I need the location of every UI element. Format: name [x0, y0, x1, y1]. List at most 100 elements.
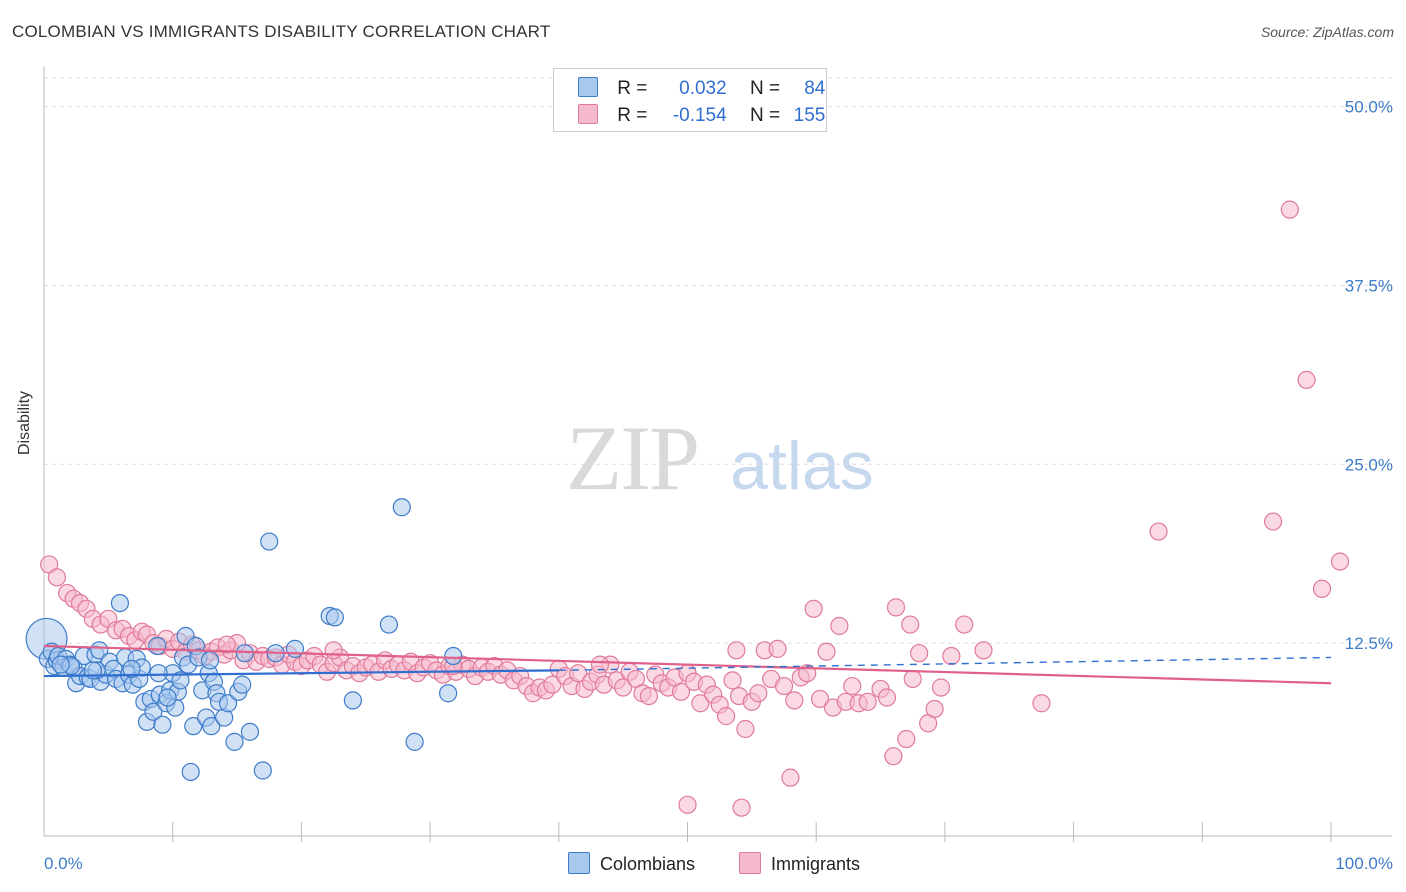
colombian-point: [200, 651, 220, 670]
immigrant-point: [1330, 552, 1350, 571]
x-tick-label: 100.0%: [1335, 854, 1393, 873]
gridlines: [44, 77, 1392, 644]
immigrant-point: [678, 795, 697, 814]
colombian-point: [444, 646, 463, 666]
colombian-point: [439, 684, 458, 703]
immigrant-point: [830, 616, 849, 636]
immigrant-point: [736, 719, 755, 739]
immigrant-point: [884, 747, 903, 766]
colombian-point: [233, 675, 252, 694]
watermark-zip: ZIP: [566, 407, 698, 509]
immigrant-point: [804, 599, 823, 618]
immigrant-point: [942, 646, 961, 666]
immigrants-trend-line: [43, 644, 1332, 685]
colombian-point: [90, 641, 109, 660]
immigrant-point: [749, 684, 768, 703]
immigrant-point: [886, 598, 906, 617]
colombians-trend-line: [43, 669, 559, 678]
legend-n-label: N =: [749, 105, 781, 126]
chart-title: COLOMBIAN VS IMMIGRANTS DISABILITY CORRE…: [12, 22, 551, 41]
colombians-trend-extension: [558, 656, 1332, 672]
colombian-point: [379, 615, 399, 634]
immigrant-point: [974, 641, 993, 660]
colombian-point: [181, 762, 200, 782]
immigrant-point: [843, 676, 862, 696]
immigrant-point: [931, 678, 951, 697]
axes: [43, 66, 1392, 842]
legend-r-value: 0.032: [679, 78, 727, 99]
immigrant-point: [877, 688, 897, 707]
immigrant-point: [324, 641, 343, 660]
immigrant-point: [768, 639, 787, 658]
legend-r-label: R =: [617, 105, 648, 126]
immigrant-point: [1312, 579, 1332, 598]
colombians-label: Colombians: [600, 854, 696, 874]
immigrant-point: [1149, 522, 1168, 541]
colombian-point: [171, 671, 190, 690]
immigrant-point: [732, 798, 751, 817]
colombian-point: [343, 691, 362, 710]
immigrant-point: [955, 615, 974, 634]
immigrant-point: [217, 635, 236, 654]
immigrant-point: [691, 694, 710, 713]
immigrant-point: [897, 729, 916, 749]
immigrant-point: [910, 644, 929, 663]
bottom-legend-immigrants[interactable]: Immigrants: [739, 852, 860, 875]
tick-labels: 12.5% 25.0% 37.5% 50.0% 0.0% 100.0%: [44, 98, 1393, 873]
chart-source: Source: ZipAtlas.com: [1260, 24, 1394, 40]
trend-lines: [43, 644, 1332, 685]
immigrant-point: [1263, 512, 1283, 531]
colombians-swatch: [568, 852, 590, 874]
immigrant-point: [858, 692, 877, 711]
immigrant-point: [543, 675, 562, 694]
correlation-legend: R = 0.032 N = 84 R = -0.154 N = 155: [553, 68, 827, 132]
immigrant-point: [901, 615, 920, 634]
immigrant-point: [785, 691, 804, 710]
colombian-point: [149, 664, 168, 683]
colombian-point: [260, 532, 279, 551]
legend-r-value: -0.154: [672, 105, 727, 126]
y-tick-label: 50.0%: [1345, 98, 1393, 117]
immigrant-point: [1032, 694, 1051, 713]
immigrant-point: [47, 568, 66, 587]
colombian-point: [218, 694, 238, 713]
watermark-atlas: atlas: [730, 428, 874, 504]
colombians-swatch: [578, 77, 598, 97]
immigrants-swatch: [739, 852, 761, 874]
colombian-point: [51, 655, 70, 674]
y-tick-label: 12.5%: [1345, 634, 1393, 653]
immigrant-point: [1280, 200, 1299, 219]
immigrant-point: [1297, 370, 1316, 389]
legend-n-label: N =: [749, 78, 781, 99]
colombian-point: [235, 644, 254, 663]
colombian-point: [392, 498, 411, 517]
colombian-point: [184, 717, 203, 736]
immigrant-point: [925, 699, 944, 719]
y-tick-label: 25.0%: [1345, 455, 1393, 474]
y-tick-label: 37.5%: [1345, 276, 1393, 295]
legend-row-immigrants: R = -0.154 N = 155: [578, 104, 825, 126]
bottom-legend-colombians[interactable]: Colombians: [568, 852, 695, 875]
colombian-point: [148, 636, 167, 656]
immigrant-point: [817, 642, 836, 661]
immigrant-point: [671, 682, 691, 701]
legend-row-colombians: R = 0.032 N = 84: [578, 77, 825, 99]
immigrants-swatch: [578, 104, 598, 124]
colombians-points: [25, 498, 463, 782]
legend-n-value: 84: [804, 78, 826, 99]
immigrant-point: [569, 664, 588, 683]
x-tick-label: 0.0%: [44, 854, 83, 873]
colombian-point: [325, 608, 344, 627]
immigrant-point: [590, 655, 610, 674]
immigrant-point: [810, 689, 830, 709]
immigrant-point: [774, 676, 794, 696]
colombian-point: [153, 715, 172, 734]
colombian-point: [253, 761, 272, 780]
immigrant-point: [781, 768, 800, 787]
colombian-point: [285, 639, 305, 658]
colombian-point: [158, 688, 177, 707]
immigrant-point: [903, 669, 922, 689]
colombian-point: [240, 722, 260, 741]
immigrant-point: [639, 686, 658, 706]
